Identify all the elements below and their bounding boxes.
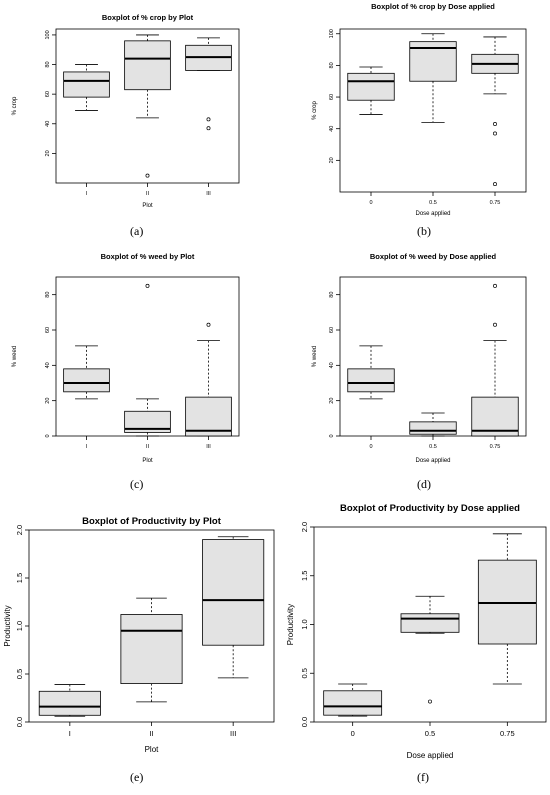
chart-1-y-tick-label: 60 (45, 91, 51, 97)
chart-3-x-tick-label: I (86, 444, 88, 450)
chart-3-y-tick-label: 40 (45, 362, 51, 368)
chart-6-y-tick-label: 0.5 (300, 668, 309, 678)
chart-5-y-tick-label: 1.5 (15, 573, 24, 583)
chart-3-y-tick-label: 0 (45, 434, 51, 437)
chart-6-y-tick-label: 0.0 (300, 717, 309, 727)
chart-2-outlier-point (493, 131, 497, 136)
chart-1-y-tick-label: 20 (45, 150, 51, 156)
chart-4-y-tick-label: 0 (329, 434, 335, 437)
chart-5-x-axis-label: Plot (145, 745, 160, 754)
chart-5-y-tick-label: 0.5 (15, 669, 24, 679)
chart-5-y-axis-label: Productivity (3, 605, 12, 646)
chart-4-title: Boxplot of % weed by Dose applied (370, 252, 497, 261)
chart-3-y-axis-label: % weed (12, 346, 18, 367)
chart-2-y-tick-label: 100 (329, 29, 335, 38)
chart-4-y-axis-label: % weed (312, 346, 318, 367)
chart-5-box-1 (38, 690, 101, 716)
chart-2-y-tick-label: 40 (329, 126, 335, 132)
chart-4-x-tick-label: 0.5 (429, 444, 437, 450)
chart-6-outlier-point (428, 699, 432, 704)
chart-2-title: Boxplot of % crop by Dose applied (371, 2, 495, 11)
chart-3-x-axis-label: Plot (142, 458, 153, 464)
chart-3-title: Boxplot of % weed by Plot (101, 252, 195, 261)
chart-1-outlier-point (145, 173, 150, 178)
chart-1-x-tick-label: I (86, 191, 88, 197)
panel-label-b: (b) (417, 224, 431, 238)
chart-3-y-tick-label: 80 (45, 292, 51, 298)
chart-3-box-1 (63, 368, 110, 393)
chart-5-box-2 (120, 614, 183, 684)
chart-3-x-tick-label: III (206, 444, 211, 450)
chart-2-box-1 (347, 72, 395, 101)
chart-4-x-tick-label: 0 (369, 444, 372, 450)
chart-5-title: Boxplot of Productivity by Plot (82, 516, 222, 527)
panel-label-c: (c) (130, 477, 144, 491)
chart-6-y-tick-label: 2.0 (300, 522, 309, 532)
panel-label-f: (f) (417, 770, 429, 784)
chart-3-box-3 (185, 396, 232, 437)
chart-1-box-2 (124, 40, 171, 91)
chart-1-box-1 (63, 71, 110, 98)
chart-2-y-axis-label: % crop (312, 101, 318, 120)
chart-2-y-tick-label: 20 (329, 157, 335, 163)
chart-6-box-2 (400, 613, 460, 633)
chart-3-outlier-point (145, 283, 150, 288)
chart-6-y-tick-label: 1.5 (300, 571, 309, 581)
chart-2-x-tick-label: 0 (369, 200, 372, 206)
chart-1-y-tick-label: 80 (45, 61, 51, 67)
chart-5-y-tick-label: 2.0 (15, 525, 24, 535)
chart-2-x-tick-label: 0.75 (490, 200, 501, 206)
chart-4-x-tick-label: 0.75 (490, 444, 501, 450)
chart-4-y-tick-label: 60 (329, 327, 335, 333)
panel-label-d: (d) (417, 477, 431, 491)
chart-4-y-tick-label: 20 (329, 398, 335, 404)
chart-2-y-tick-label: 60 (329, 94, 335, 100)
chart-6-x-tick-label: 0.5 (425, 729, 435, 738)
chart-4-x-axis-label: Dose applied (415, 458, 450, 464)
chart-6-box-1 (323, 690, 383, 716)
chart-6-x-tick-label: 0.75 (500, 729, 515, 738)
chart-4-y-tick-label: 40 (329, 362, 335, 368)
chart-5-x-tick-label: III (230, 729, 236, 738)
chart-1-y-tick-label: 40 (45, 121, 51, 127)
chart-2-x-tick-label: 0.5 (429, 200, 437, 206)
chart-5-x-tick-label: II (149, 729, 153, 738)
chart-1-x-axis-label: Plot (142, 203, 153, 209)
chart-6-x-tick-label: 0 (351, 729, 355, 738)
chart-1-x-tick-label: II (146, 191, 150, 197)
chart-1-x-tick-label: III (206, 191, 211, 197)
chart-1-outlier-point (206, 126, 211, 131)
panel-label-a: (a) (130, 224, 144, 238)
chart-3-box-2 (124, 410, 171, 433)
chart-6-title: Boxplot of Productivity by Dose applied (340, 503, 520, 514)
chart-6-y-axis-label: Productivity (286, 604, 295, 645)
chart-4-box-2 (409, 421, 457, 435)
chart-4-box-3 (471, 396, 519, 437)
chart-6-y-tick-label: 1.0 (300, 619, 309, 629)
chart-5-y-tick-label: 1.0 (15, 621, 24, 631)
chart-4-outlier-point (493, 283, 497, 288)
chart-2-y-tick-label: 80 (329, 62, 335, 68)
chart-4-outlier-point (493, 322, 497, 327)
chart-2-outlier-point (493, 182, 497, 187)
chart-5-y-tick-label: 0.0 (15, 717, 24, 727)
chart-5-x-tick-label: I (69, 729, 71, 738)
chart-3-y-tick-label: 60 (45, 327, 51, 333)
chart-3-x-tick-label: II (146, 444, 150, 450)
chart-4-y-tick-label: 80 (329, 292, 335, 298)
chart-6-x-axis-label: Dose applied (407, 751, 454, 760)
chart-1-outlier-point (206, 117, 211, 122)
chart-1-title: Boxplot of % crop by Plot (102, 13, 194, 22)
chart-3-y-tick-label: 20 (45, 398, 51, 404)
chart-2-outlier-point (493, 122, 497, 126)
chart-3-outlier-point (206, 322, 211, 327)
chart-1-y-axis-label: % crop (12, 96, 18, 115)
chart-1-y-tick-label: 100 (45, 30, 51, 39)
panel-label-e: (e) (130, 770, 144, 784)
chart-5-box-3 (202, 539, 265, 646)
chart-4-box-1 (347, 368, 395, 393)
chart-2-x-axis-label: Dose applied (415, 211, 450, 217)
